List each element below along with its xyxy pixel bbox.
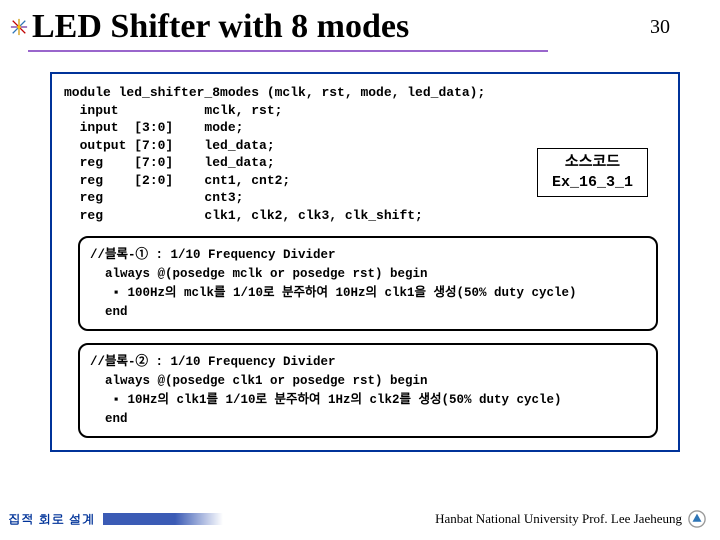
page-number: 30 — [650, 16, 670, 39]
block1: //블록-① : 1/10 Frequency Divider always @… — [78, 236, 658, 331]
footer-right: Hanbat National University Prof. Lee Jae… — [435, 510, 706, 528]
footer-left: 집적 회로 설계 — [8, 509, 95, 528]
block1-line1: always @(posedge mclk or posedge rst) be… — [90, 265, 646, 284]
block2: //블록-② : 1/10 Frequency Divider always @… — [78, 343, 658, 438]
block2-title: //블록-② : 1/10 Frequency Divider — [90, 353, 646, 372]
title-underline — [28, 50, 548, 52]
sparkle-icon — [10, 18, 28, 36]
block2-line1: always @(posedge clk1 or posedge rst) be… — [90, 372, 646, 391]
block2-line2: ▪ 10Hz의 clk1를 1/10로 분주하여 1Hz의 clk2를 생성(5… — [90, 391, 646, 410]
block1-line2: ▪ 100Hz의 mclk를 1/10로 분주하여 10Hz의 clk1을 생성… — [90, 284, 646, 303]
page-title: LED Shifter with 8 modes — [32, 8, 409, 46]
footer-right-text: Hanbat National University Prof. Lee Jae… — [435, 511, 682, 527]
code-box: module led_shifter_8modes (mclk, rst, mo… — [50, 72, 680, 452]
source-label: 소스코드 Ex_16_3_1 — [537, 148, 648, 197]
block1-title: //블록-① : 1/10 Frequency Divider — [90, 246, 646, 265]
title-row: LED Shifter with 8 modes 30 — [0, 0, 720, 50]
block2-line3: end — [90, 410, 646, 429]
footer: 집적 회로 설계 Hanbat National University Prof… — [0, 509, 720, 528]
label-line1: 소스코드 — [552, 153, 633, 173]
block1-line3: end — [90, 303, 646, 322]
label-line2: Ex_16_3_1 — [552, 173, 633, 193]
university-logo-icon — [688, 510, 706, 528]
footer-bar — [103, 513, 223, 525]
